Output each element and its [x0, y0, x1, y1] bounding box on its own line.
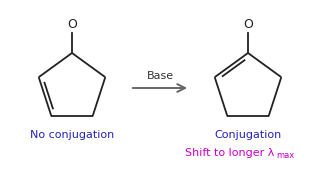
Text: Conjugation: Conjugation [214, 130, 282, 140]
Text: Shift to longer λ: Shift to longer λ [185, 148, 275, 158]
Text: O: O [67, 18, 77, 31]
Text: max: max [276, 151, 294, 160]
Text: Base: Base [146, 71, 174, 81]
Text: No conjugation: No conjugation [30, 130, 114, 140]
Text: O: O [243, 18, 253, 31]
